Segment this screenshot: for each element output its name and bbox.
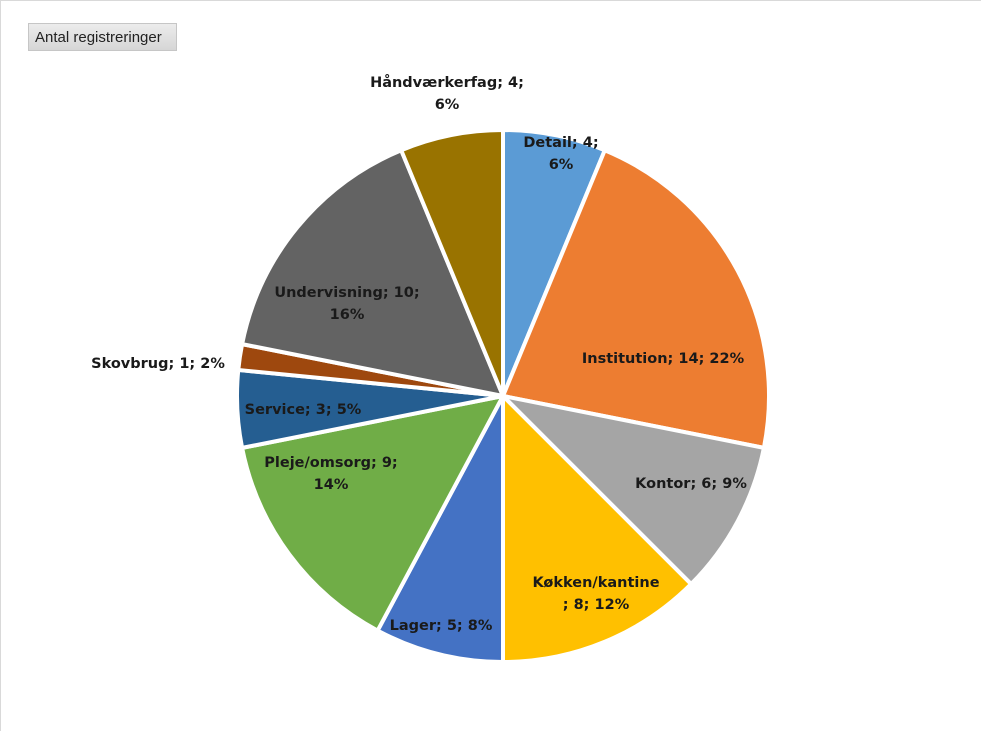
data-label-line: Pleje/omsorg; 9; (264, 455, 397, 471)
data-label-line: Institution; 14; 22% (582, 351, 745, 367)
data-label-line: 14% (314, 477, 349, 493)
pie-slice-køkken-kantine[interactable] (501, 394, 694, 664)
data-label-line: Kontor; 6; 9% (635, 476, 747, 492)
pie-slice-håndværkerfag[interactable] (399, 128, 505, 398)
data-label: Kontor; 6; 9% (635, 476, 747, 492)
data-label-line: Lager; 5; 8% (390, 618, 493, 634)
data-label: Detail; 4; 6% (523, 135, 598, 173)
data-label: Undervisning; 10; 16% (274, 285, 419, 323)
data-label-line: Håndværkerfag; 4; (370, 74, 524, 91)
data-label-line: 6% (549, 157, 574, 173)
data-label-line: ; 8; 12% (563, 597, 630, 613)
data-label: Pleje/omsorg; 9; 14% (264, 455, 397, 493)
data-label-line: Køkken/kantine (532, 575, 659, 591)
data-label: Køkken/kantine ; 8; 12% (532, 575, 659, 613)
data-label-line: 16% (330, 307, 365, 323)
data-label: Håndværkerfag; 4; 6% (370, 74, 524, 113)
pivot-field-button[interactable]: Antal registreringer (28, 23, 177, 51)
pie-slice-undervisning[interactable] (240, 148, 505, 398)
data-label-line: Detail; 4; (523, 135, 598, 151)
pie-slice-pleje-omsorg[interactable] (240, 394, 505, 633)
data-label: Lager; 5; 8% (390, 618, 493, 634)
data-label: Skovbrug; 1; 2% (91, 356, 225, 372)
pie-slices (235, 128, 771, 664)
data-label-line: Undervisning; 10; (274, 285, 419, 301)
data-label: Service; 3; 5% (245, 402, 362, 418)
data-label-line: Service; 3; 5% (245, 402, 362, 418)
pie-slice-kontor[interactable] (501, 394, 766, 587)
pie-slice-institution[interactable] (501, 148, 771, 450)
pie-labels: Detail; 4; 6% Institution; 14; 22% Kontor; … (91, 74, 747, 634)
data-label: Institution; 14; 22% (582, 351, 745, 367)
data-label-line: Skovbrug; 1; 2% (91, 356, 225, 372)
data-label-line: 6% (435, 97, 460, 113)
pie-slice-lager[interactable] (375, 394, 505, 664)
